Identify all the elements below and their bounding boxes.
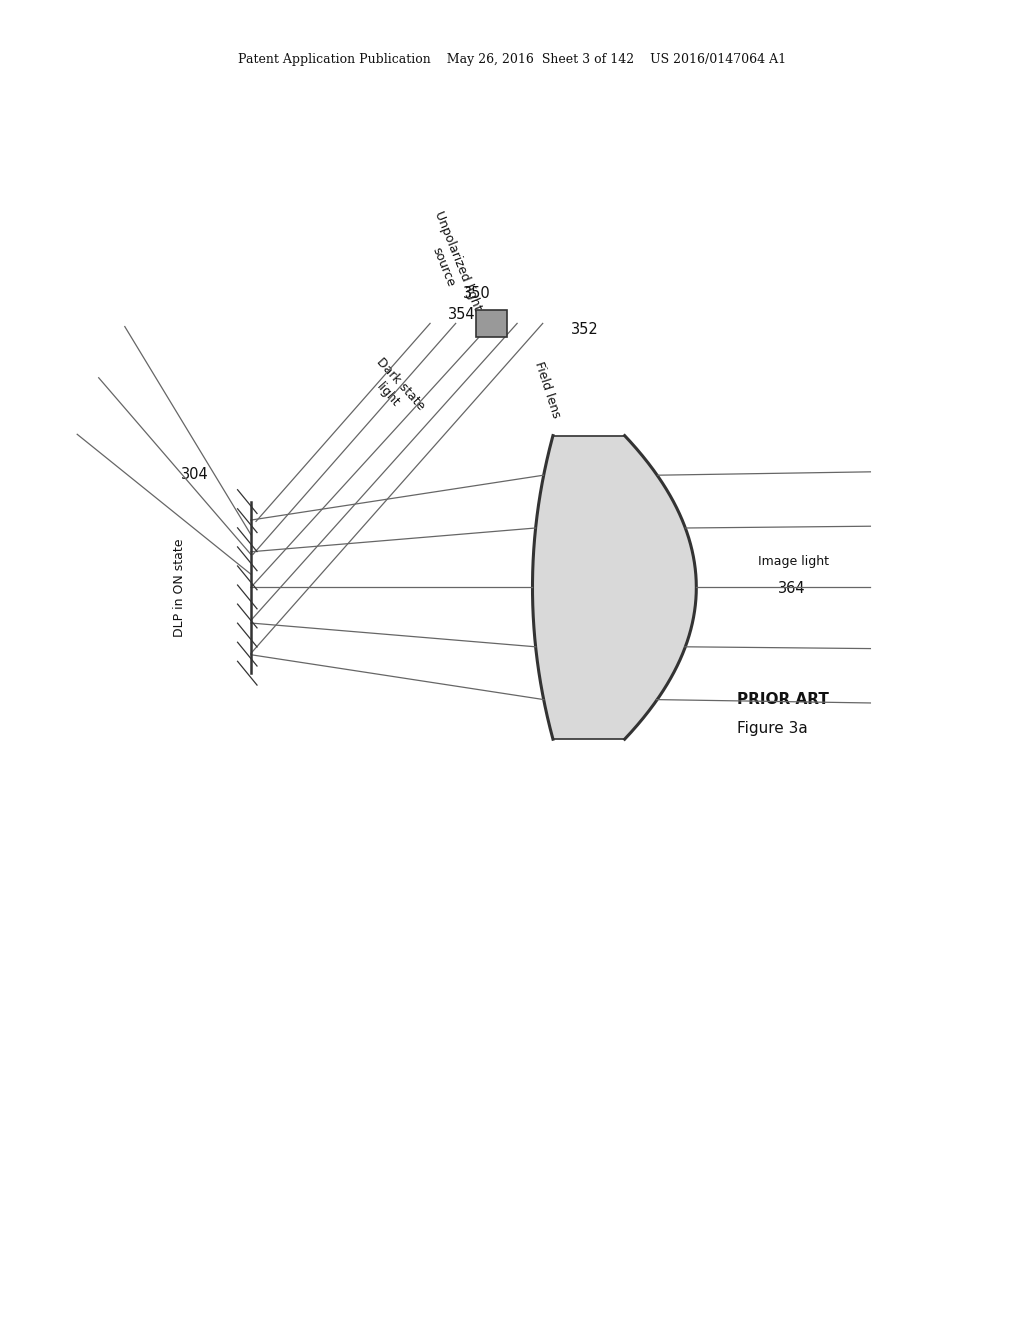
Text: Dark state
light: Dark state light xyxy=(361,355,427,424)
Text: 304: 304 xyxy=(180,467,209,482)
Text: Unpolarized light
source: Unpolarized light source xyxy=(417,210,484,318)
Text: Figure 3a: Figure 3a xyxy=(737,721,808,737)
Text: PRIOR ART: PRIOR ART xyxy=(737,692,829,708)
Text: Field lens: Field lens xyxy=(532,359,563,420)
Text: DLP in ON state: DLP in ON state xyxy=(173,539,185,636)
Text: Patent Application Publication    May 26, 2016  Sheet 3 of 142    US 2016/014706: Patent Application Publication May 26, 2… xyxy=(238,53,786,66)
Text: 350: 350 xyxy=(463,285,490,301)
Text: 354: 354 xyxy=(447,306,475,322)
Text: 352: 352 xyxy=(571,322,599,338)
Polygon shape xyxy=(532,436,696,739)
Text: Image light: Image light xyxy=(758,554,828,568)
FancyBboxPatch shape xyxy=(476,310,507,337)
Text: 364: 364 xyxy=(778,581,806,597)
